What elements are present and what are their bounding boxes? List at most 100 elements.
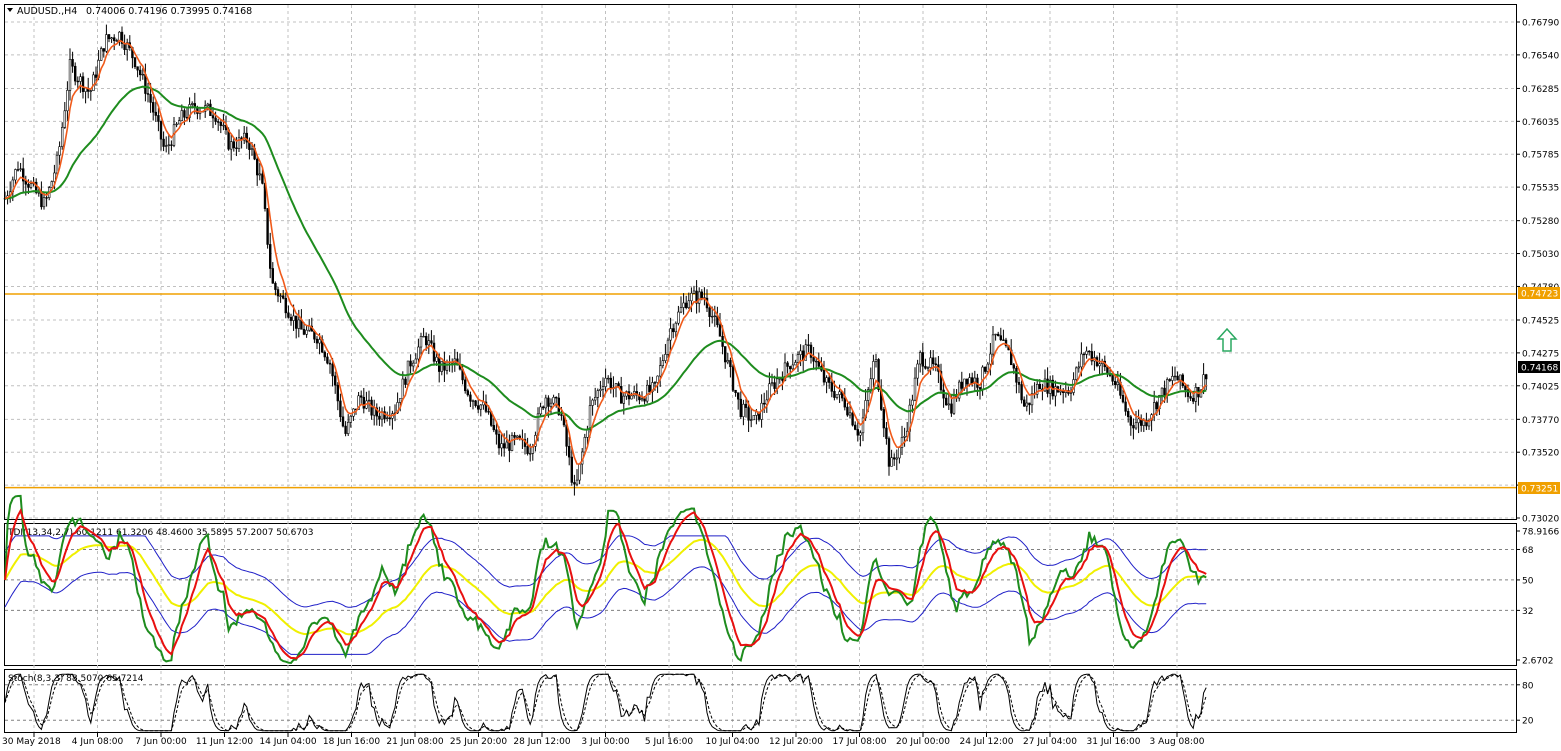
- tdi-lines: [4, 494, 1207, 665]
- candle-body: [211, 115, 215, 119]
- candle-body: [146, 93, 150, 95]
- candle-body: [1111, 375, 1114, 382]
- candle-body: [92, 74, 95, 92]
- candle-body: [502, 443, 506, 449]
- symbol-label: AUDUSD.,H4: [17, 6, 77, 17]
- stoch-panel[interactable]: [4, 669, 1517, 733]
- candle-body: [1077, 366, 1081, 369]
- candle-body: [661, 360, 665, 367]
- candle-body: [947, 403, 951, 406]
- candle-body: [113, 37, 116, 41]
- candle-body: [165, 145, 168, 147]
- candle-body: [1189, 396, 1192, 399]
- candle-body: [81, 76, 85, 92]
- stoch-lines: [4, 673, 1207, 732]
- candle-body: [115, 40, 119, 42]
- candle-body: [305, 329, 308, 335]
- candle-body: [1124, 401, 1127, 412]
- candle-body: [1142, 420, 1146, 426]
- candle-body: [76, 80, 80, 83]
- candle-body: [898, 447, 901, 459]
- candle-body: [822, 369, 826, 383]
- candle-body: [1163, 387, 1166, 396]
- candle-body: [84, 87, 87, 92]
- tdi-panel[interactable]: [4, 523, 1517, 666]
- horizontal-levels[interactable]: [5, 293, 1516, 489]
- candle-body: [154, 111, 157, 116]
- candle-body: [178, 120, 181, 125]
- candle-body: [339, 400, 342, 418]
- candle-body: [362, 396, 365, 409]
- candle-body: [664, 354, 667, 361]
- candle-body: [983, 366, 987, 372]
- tdi-lower-band: [4, 566, 1207, 655]
- candle-body: [718, 324, 722, 337]
- candle-body: [1059, 390, 1062, 393]
- price-tick-label: 0.75030: [1522, 250, 1559, 260]
- candle-body: [588, 405, 592, 430]
- time-tick-label: 21 Jun 08:00: [386, 737, 443, 747]
- candle-body: [500, 443, 503, 449]
- candle-body: [666, 339, 670, 355]
- candle-body: [890, 457, 893, 467]
- candle-body: [970, 377, 974, 384]
- candle-body: [409, 360, 412, 367]
- up-arrow-icon[interactable]: [1216, 327, 1238, 352]
- candle-body: [79, 76, 82, 82]
- candle-body: [710, 315, 714, 318]
- candle-body: [230, 141, 233, 150]
- candle-body: [232, 141, 235, 149]
- candle-body: [736, 392, 740, 400]
- candle-body: [791, 364, 795, 370]
- candle-body: [749, 419, 753, 421]
- candle-body: [175, 123, 178, 126]
- candle-body: [276, 289, 280, 297]
- candle-body: [105, 34, 108, 52]
- candle-body: [344, 425, 347, 434]
- tdi-tick-label: 68: [1522, 546, 1534, 556]
- stoch-axis: 80 20: [5, 681, 1534, 727]
- candle-body: [773, 382, 776, 389]
- candle-body: [1179, 374, 1182, 381]
- level-tag-upper: 0.74723: [1518, 287, 1560, 300]
- price-panel[interactable]: [4, 4, 1517, 520]
- candle-body: [469, 394, 472, 402]
- candle-body: [1176, 375, 1179, 381]
- tdi-tick-label: 50: [1522, 576, 1534, 586]
- candle-body: [505, 441, 508, 449]
- candle-body: [139, 69, 142, 76]
- candle-body: [508, 441, 511, 451]
- candle-body: [1002, 339, 1005, 341]
- candle-body: [1137, 418, 1140, 424]
- candle-body: [825, 377, 828, 383]
- candle-body: [640, 398, 644, 401]
- candle-body: [326, 356, 329, 364]
- candle-body: [1022, 399, 1026, 407]
- candle-body: [999, 335, 1003, 341]
- price-tick-label: 0.74025: [1522, 382, 1559, 392]
- candle-body: [328, 362, 332, 365]
- candle-body: [1168, 379, 1172, 381]
- candle-body: [29, 183, 33, 188]
- candle-body: [895, 457, 899, 460]
- candle-body: [63, 110, 67, 128]
- candle-body: [986, 363, 990, 372]
- candle-body: [965, 378, 969, 385]
- candle-body: [318, 339, 321, 344]
- candle-body: [372, 407, 376, 416]
- candle-body: [1202, 374, 1205, 391]
- candle-body: [690, 292, 693, 302]
- candle-body: [1155, 402, 1159, 410]
- candle-body: [474, 400, 477, 406]
- candle-body: [404, 378, 407, 385]
- candle-body: [120, 31, 124, 44]
- price-tick-label: 0.76790: [1522, 19, 1559, 29]
- candle-body: [133, 57, 137, 68]
- candle-body: [162, 138, 165, 147]
- candle-body: [963, 378, 966, 389]
- candle-body: [40, 192, 43, 208]
- candle-body: [359, 395, 363, 398]
- candle-body: [892, 457, 896, 460]
- candle-body: [794, 362, 797, 366]
